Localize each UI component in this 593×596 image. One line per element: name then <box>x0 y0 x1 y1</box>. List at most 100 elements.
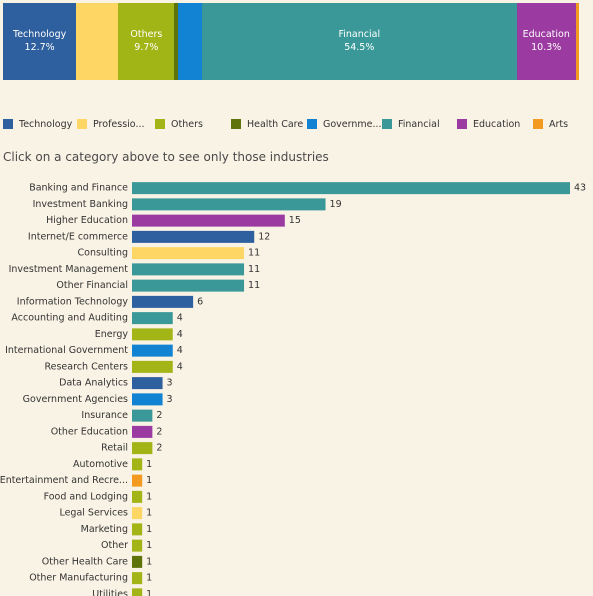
legend-item-technology[interactable]: Technology <box>3 118 73 132</box>
value-label: 1 <box>146 556 152 567</box>
bar-utilities[interactable] <box>132 588 143 596</box>
bar-data-analytics[interactable] <box>132 377 163 390</box>
bar-row[interactable]: Entertainment and Recre... 1 <box>0 474 152 487</box>
bar-insurance[interactable] <box>132 409 153 422</box>
bar-government-agencies[interactable] <box>132 393 163 406</box>
bar-research-centers[interactable] <box>132 360 173 373</box>
bar-information-technology[interactable] <box>132 295 194 308</box>
bar-row[interactable]: Energy 4 <box>95 328 183 341</box>
bar-row[interactable]: Other Manufacturing 1 <box>29 572 152 585</box>
legend-swatch <box>77 119 87 129</box>
value-label: 1 <box>146 508 152 519</box>
value-label: 2 <box>156 410 162 421</box>
bar-internet-e-commerce[interactable] <box>132 230 255 243</box>
bar-consulting[interactable] <box>132 247 245 260</box>
segment-others[interactable]: Others 9.7% <box>118 3 175 80</box>
bar-international-government[interactable] <box>132 344 173 357</box>
bar-row[interactable]: Accounting and Auditing 4 <box>11 312 183 325</box>
segment-education[interactable]: Education 10.3% <box>516 3 576 80</box>
segment-label: Education 10.3% <box>522 29 570 53</box>
bar-higher-education[interactable] <box>132 214 285 227</box>
bar-row[interactable]: International Government 4 <box>5 344 183 357</box>
segment-health-care[interactable] <box>174 3 178 80</box>
bar-row[interactable]: Research Centers 4 <box>44 360 183 373</box>
value-label: 11 <box>248 280 260 291</box>
category-label: Internet/E commerce <box>28 231 128 242</box>
bar-row[interactable]: Retail 2 <box>101 442 162 455</box>
category-label: Consulting <box>78 248 129 259</box>
bar-row[interactable]: Automotive 1 <box>73 458 152 471</box>
bar-banking-and-finance[interactable] <box>132 182 570 195</box>
bar-row[interactable]: Data Analytics 3 <box>59 377 173 390</box>
value-label: 2 <box>156 426 162 437</box>
segment-financial[interactable]: Financial 54.5% <box>202 3 517 80</box>
legend-label: Health Care <box>247 119 304 130</box>
segment-professional[interactable] <box>76 3 119 80</box>
legend-item-health-care[interactable]: Health Care <box>231 118 303 132</box>
category-label: Automotive <box>73 459 128 470</box>
bar-entertainment-and-recre[interactable] <box>132 474 143 487</box>
bar-marketing[interactable] <box>132 523 143 536</box>
segment-government[interactable] <box>177 3 203 80</box>
bar-row[interactable]: Marketing 1 <box>81 523 153 536</box>
bar-row[interactable]: Investment Management 11 <box>9 263 261 276</box>
bar-row[interactable]: Other 1 <box>101 539 152 552</box>
bar-row[interactable]: Utilities 1 <box>92 588 152 596</box>
bar-other-education[interactable] <box>132 425 153 438</box>
legend-item-others[interactable]: Others <box>155 118 227 132</box>
bar-row[interactable]: Internet/E commerce 12 <box>28 230 270 243</box>
bar-row[interactable]: Other Financial 11 <box>56 279 260 292</box>
value-label: 1 <box>146 491 152 502</box>
bar-other-financial[interactable] <box>132 279 245 292</box>
legend-item-financial[interactable]: Financial <box>382 118 453 132</box>
legend-item-arts[interactable]: Arts <box>533 118 589 132</box>
segment-label: Financial 54.5% <box>338 29 381 53</box>
legend-swatch <box>307 119 317 129</box>
bar-energy[interactable] <box>132 328 173 341</box>
legend-item-government[interactable]: Governme... <box>307 118 382 132</box>
legend-label: Education <box>473 119 521 130</box>
legend-item-professional[interactable]: Professio... <box>77 118 151 132</box>
category-label: International Government <box>5 345 128 356</box>
segment-arts[interactable] <box>575 3 580 80</box>
value-label: 1 <box>146 540 152 551</box>
bar-investment-banking[interactable] <box>132 198 326 211</box>
bar-row[interactable]: Other Education 2 <box>51 425 163 438</box>
category-label: Investment Management <box>9 264 129 275</box>
category-label: Food and Lodging <box>44 491 128 502</box>
bar-row[interactable]: Insurance 2 <box>81 409 162 422</box>
bar-accounting-and-auditing[interactable] <box>132 312 173 325</box>
legend-label: Others <box>171 119 203 130</box>
bar-row[interactable]: Legal Services 1 <box>59 507 152 520</box>
bar-retail[interactable] <box>132 442 153 455</box>
bar-automotive[interactable] <box>132 458 143 471</box>
value-label: 2 <box>156 443 162 454</box>
segment-technology[interactable]: Technology 12.7% <box>3 3 77 80</box>
value-label: 3 <box>167 378 173 389</box>
legend-swatch <box>382 119 392 129</box>
category-label: Other Health Care <box>42 556 128 567</box>
sector-share-stacked-bar: Technology 12.7% Others 9.7% Financial 54.5% E… <box>3 3 580 80</box>
value-label: 12 <box>258 231 270 242</box>
bar-row[interactable]: Banking and Finance 43 <box>29 182 586 195</box>
bar-row[interactable]: Investment Banking 19 <box>33 198 342 211</box>
value-label: 4 <box>177 361 183 372</box>
bar-legal-services[interactable] <box>132 507 143 520</box>
value-label: 1 <box>146 475 152 486</box>
bar-row[interactable]: Consulting 11 <box>78 247 261 260</box>
value-label: 1 <box>146 524 152 535</box>
bar-row[interactable]: Food and Lodging 1 <box>44 490 153 503</box>
legend-swatch <box>155 119 165 129</box>
bar-row[interactable]: Higher Education 15 <box>46 214 301 227</box>
bar-other-manufacturing[interactable] <box>132 572 143 585</box>
bar-investment-management[interactable] <box>132 263 245 276</box>
bar-food-and-lodging[interactable] <box>132 490 143 503</box>
value-label: 15 <box>289 215 301 226</box>
bar-row[interactable]: Government Agencies 3 <box>23 393 173 406</box>
bar-row[interactable]: Other Health Care 1 <box>42 555 152 568</box>
bar-row[interactable]: Information Technology 6 <box>17 295 203 308</box>
bar-other-health-care[interactable] <box>132 555 143 568</box>
segment-label: Technology 12.7% <box>13 29 67 53</box>
legend-item-education[interactable]: Education <box>457 118 529 132</box>
bar-other[interactable] <box>132 539 143 552</box>
